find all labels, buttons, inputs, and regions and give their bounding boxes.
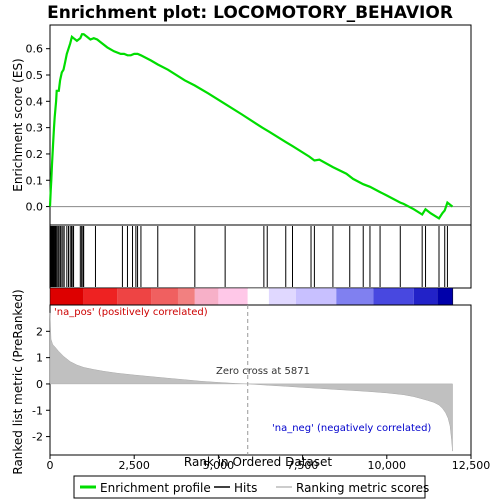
rank-y-tick-label: -1 (32, 404, 43, 417)
rank-x-axis: 0 2,500 5,000 7,500 10,000 12,500 (47, 455, 491, 472)
es-y-tick-label: 0.0 (26, 201, 44, 214)
heatmap-segment (336, 288, 374, 305)
rank-y-tick-label: 1 (36, 352, 43, 365)
heatmap-segment (268, 288, 296, 305)
heatmap-segment (218, 288, 248, 305)
es-y-tick-label: 0.2 (26, 148, 44, 161)
enrichment-panel (49, 24, 472, 226)
heatmap-segment (194, 288, 219, 305)
pos-correlated-label: 'na_pos' (positively correlated) (54, 307, 208, 318)
rank-x-tick-label: 5,000 (203, 459, 235, 472)
heatmap-segment (247, 288, 269, 305)
heatmap-segment (50, 288, 84, 305)
rank-y-tick-label: 2 (36, 325, 43, 338)
heatmap-segment (373, 288, 414, 305)
legend-ranking-label: Ranking metric scores (296, 481, 429, 495)
heatmap-segment (177, 288, 195, 305)
heatmap-segment (437, 288, 453, 305)
legend-hits-label: Hits (234, 481, 257, 495)
heatmap-segment (413, 288, 438, 305)
es-y-label: Enrichment score (ES) (11, 58, 25, 191)
chart-title: Enrichment plot: LOCOMOTORY_BEHAVIOR (47, 3, 453, 23)
rank-x-label: Rank in Ordered Dataset (184, 455, 332, 469)
rank-y-axis: -2 -1 0 1 2 (32, 325, 50, 444)
legend-enrichment-label: Enrichment profile (100, 481, 211, 495)
es-y-tick-label: 0.4 (26, 95, 44, 108)
es-y-tick-label: 0.1 (26, 174, 44, 187)
rank-x-tick-label: 10,000 (368, 459, 407, 472)
es-y-tick-label: 0.6 (26, 43, 44, 56)
legend-box (73, 475, 426, 499)
hits-panel (49, 224, 472, 289)
es-y-tick-label: 0.5 (26, 69, 44, 82)
es-y-axis: 0.0 0.1 0.2 0.3 0.4 0.5 0.6 (26, 43, 50, 214)
heatmap-segment (117, 288, 152, 305)
rank-x-tick-label: 7,500 (287, 459, 319, 472)
heatmap-segment (83, 288, 118, 305)
rank-y-tick-label: 0 (36, 378, 43, 391)
enrichment-profile-line (48, 33, 454, 220)
hit-marks (50, 226, 448, 287)
rank-y-tick-label: -2 (32, 431, 43, 444)
rank-y-label: Ranked list metric (PreRanked) (11, 289, 25, 474)
rank-x-tick-label: 12,500 (452, 459, 491, 472)
rank-x-tick-label: 2,500 (118, 459, 150, 472)
zero-cross-label: Zero cross at 5871 (216, 366, 310, 377)
rank-x-tick-label: 0 (47, 459, 54, 472)
legend: Enrichment profile Hits Ranking metric s… (73, 475, 429, 499)
es-y-tick-label: 0.3 (26, 122, 44, 135)
heatmap-segment (295, 288, 337, 305)
heatmap-segment (151, 288, 178, 305)
ranking-metric-area (49, 312, 453, 452)
rank-heatmap-bar (49, 287, 454, 306)
neg-correlated-label: 'na_neg' (negatively correlated) (272, 423, 431, 434)
